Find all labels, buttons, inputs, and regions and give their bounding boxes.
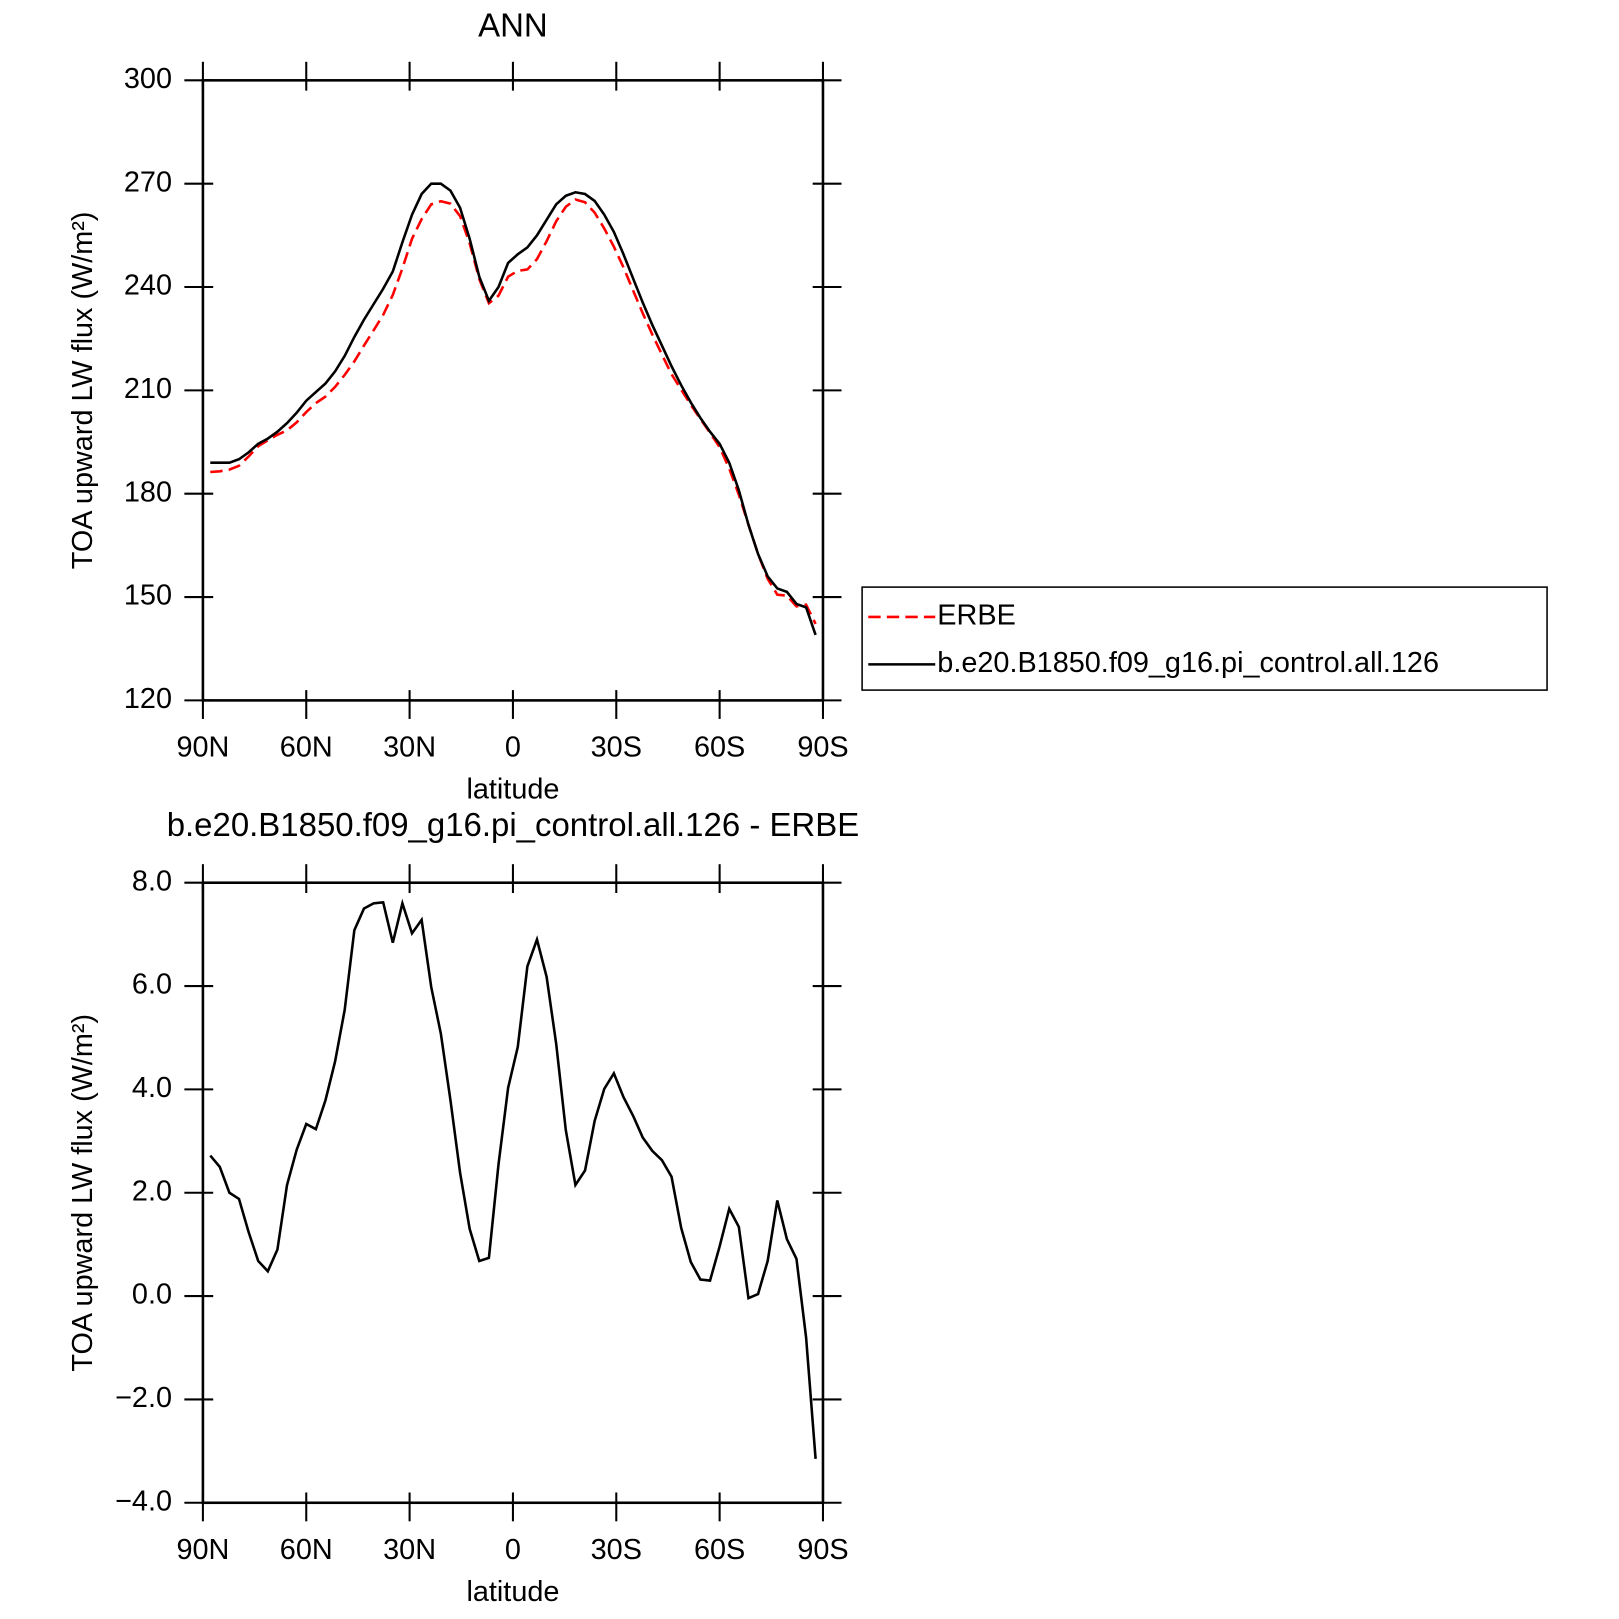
y-tick-label: 150 bbox=[124, 580, 172, 612]
y-tick-label: 4.0 bbox=[132, 1072, 172, 1104]
y-tick-label: 270 bbox=[124, 166, 172, 198]
data-line bbox=[209, 898, 817, 1459]
plot-frame bbox=[201, 881, 825, 1505]
chart-title: b.e20.B1850.f09_g16.pi_control.all.126 -… bbox=[167, 806, 860, 843]
y-tick-label: 240 bbox=[124, 270, 172, 302]
x-tick-label: 0 bbox=[505, 731, 521, 763]
x-tick-label: 90S bbox=[797, 1534, 848, 1566]
legend-box bbox=[861, 586, 1548, 691]
x-tick-label: 60N bbox=[280, 731, 333, 763]
x-tick-label: 30N bbox=[383, 1534, 436, 1566]
y-tick-label: 300 bbox=[124, 63, 172, 95]
x-tick-label: 0 bbox=[505, 1534, 521, 1566]
x-tick-label: 30S bbox=[591, 731, 642, 763]
x-tick-label: 60S bbox=[694, 731, 745, 763]
y-axis-label: TOA upward LW flux (W/m²) bbox=[67, 212, 99, 570]
data-line bbox=[210, 182, 817, 636]
y-tick-label: 0.0 bbox=[132, 1279, 172, 1311]
y-tick-label: 180 bbox=[124, 476, 172, 508]
y-tick-label: 210 bbox=[124, 373, 172, 405]
x-tick-label: 90N bbox=[176, 1534, 229, 1566]
y-tick-label: 120 bbox=[124, 683, 172, 715]
x-tick-label: 60S bbox=[694, 1534, 745, 1566]
x-axis-label: latitude bbox=[466, 774, 559, 806]
x-axis-label: latitude bbox=[466, 1576, 559, 1608]
x-tick-label: 60N bbox=[280, 1534, 333, 1566]
x-tick-label: 30S bbox=[591, 1534, 642, 1566]
y-axis-label: TOA upward LW flux (W/m²) bbox=[67, 1014, 99, 1372]
y-tick-label: −4.0 bbox=[115, 1485, 172, 1517]
plots: ANN 120 150 180 210 240 270 300 90N 60N 30N 0 30S 60S… bbox=[67, 7, 1548, 1608]
legend-label: ERBE bbox=[937, 600, 1016, 632]
y-tick-label: 8.0 bbox=[132, 865, 172, 897]
x-tick-label: 90N bbox=[176, 731, 229, 763]
x-tick-label: 30N bbox=[383, 731, 436, 763]
y-tick-label: 6.0 bbox=[132, 969, 172, 1001]
y-tick-label: −2.0 bbox=[115, 1382, 172, 1414]
data-line bbox=[210, 198, 817, 625]
plot-frame bbox=[201, 79, 825, 702]
chart-title: ANN bbox=[478, 7, 548, 44]
y-tick-label: 2.0 bbox=[132, 1175, 172, 1207]
legend-label: b.e20.B1850.f09_g16.pi_control.all.126 bbox=[937, 647, 1439, 679]
x-tick-label: 90S bbox=[797, 731, 848, 763]
